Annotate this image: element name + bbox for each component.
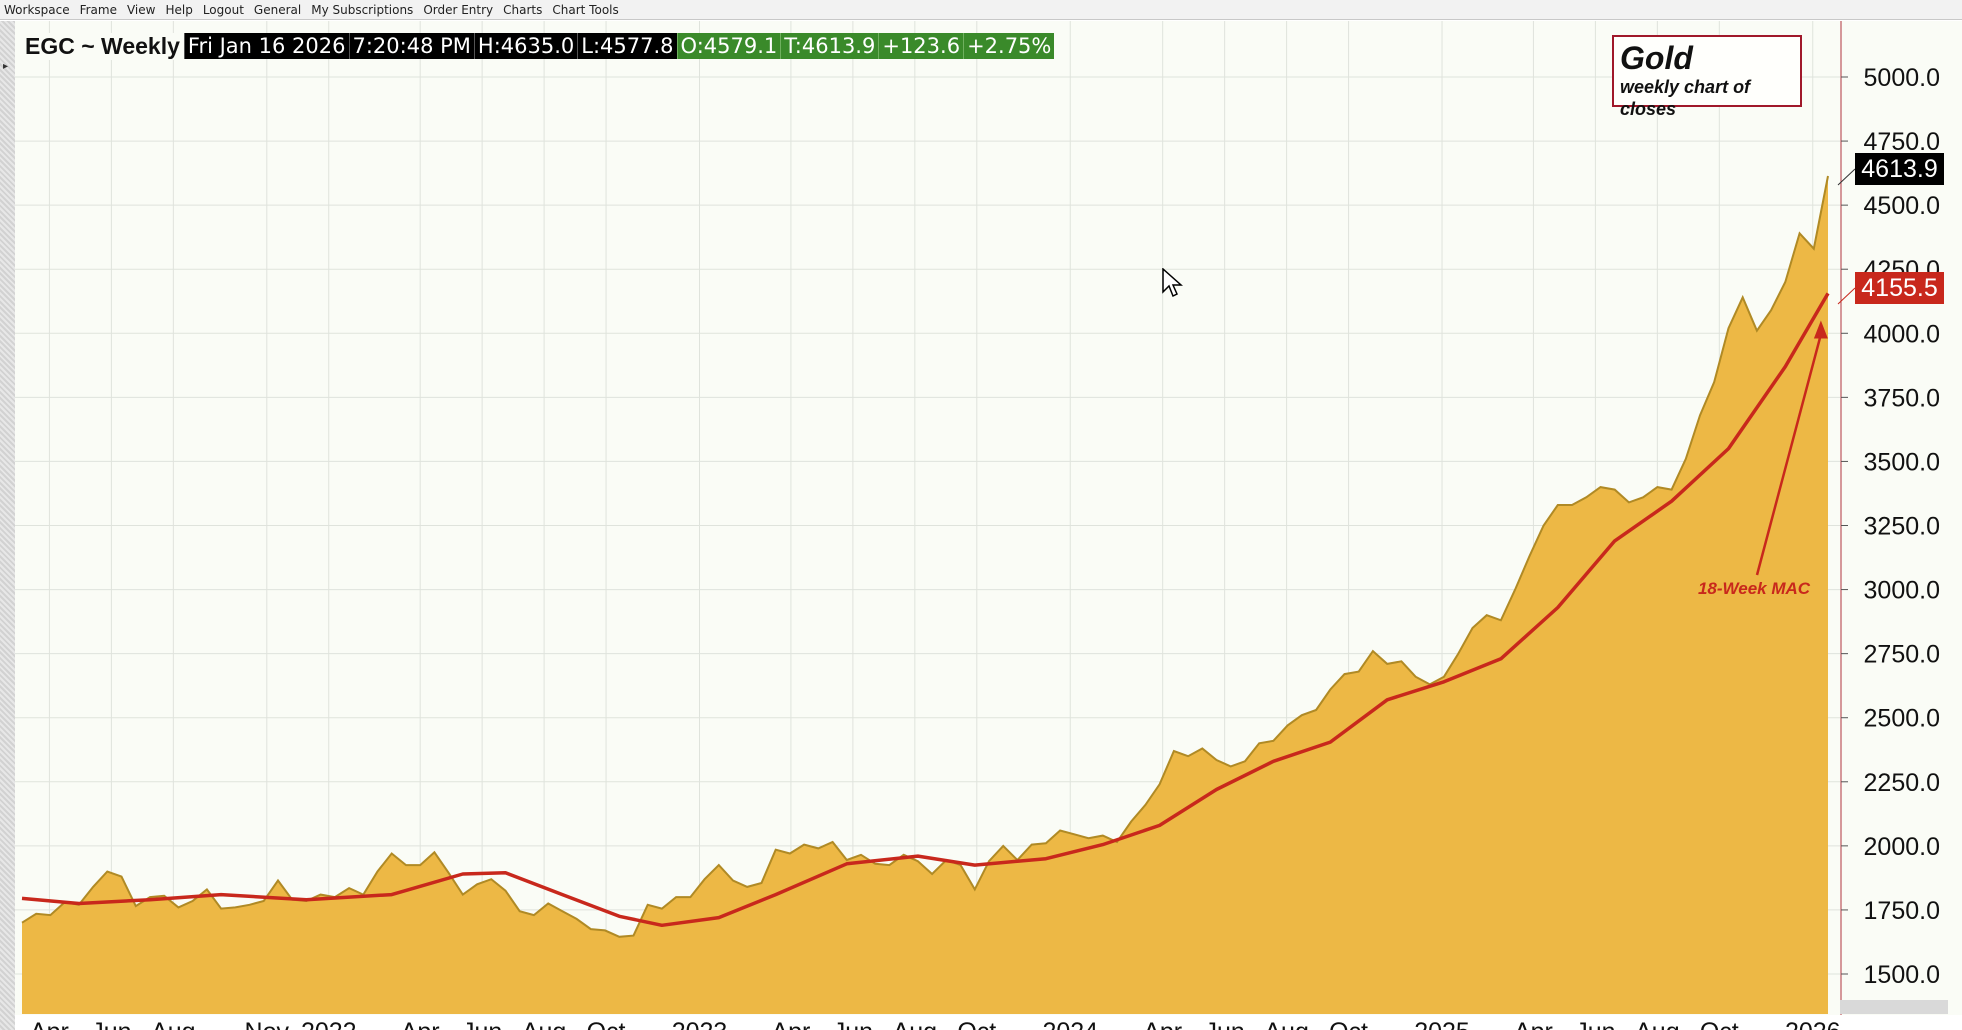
price-chart: 1500.0 1750.0 2000.0 2250.0 2500.0 2750.0 3000… (15, 21, 1962, 1030)
y-tick-label: 1750.0 (1864, 897, 1940, 925)
menu-item-workspace[interactable]: Workspace (4, 2, 70, 17)
mouse-cursor-icon (1162, 268, 1183, 298)
legend-subtitle: weekly chart of closes (1620, 77, 1751, 119)
chart-frame: 1500.0 1750.0 2000.0 2250.0 2500.0 2750.0 3000… (15, 21, 1962, 1030)
x-tick-label: Nov (245, 1018, 290, 1030)
x-tick-label: Aug (522, 1018, 566, 1030)
price-area-outline (21, 175, 1829, 938)
y-axis-labels: 1500.0 1750.0 2000.0 2250.0 2500.0 2750.0 3000… (1841, 64, 1940, 989)
menu-item-chart-tools[interactable]: Chart Tools (552, 2, 619, 17)
quote-open: O:4579.1 (676, 33, 781, 59)
annotation-arrow-line (1755, 334, 1823, 576)
quote-header: EGC ~ Weekly Fri Jan 16 2026 7:20:48 PM … (25, 32, 1055, 60)
mac-price-leader (1837, 287, 1856, 305)
menu-item-help[interactable]: Help (165, 2, 193, 17)
quote-date: Fri Jan 16 2026 (183, 33, 349, 59)
mac-price-tag: 4155.5 (1855, 272, 1944, 304)
x-tick-label: Jun (833, 1018, 873, 1030)
menu-item-view[interactable]: View (126, 2, 156, 17)
x-tick-label: 2025 (1414, 1018, 1470, 1030)
y-tick-label: 2000.0 (1864, 833, 1940, 861)
x-tick-label: Aug (893, 1018, 937, 1030)
x-tick-label: Jun (91, 1018, 131, 1030)
x-tick-label: Oct (957, 1018, 996, 1030)
annotation-arrow-head (1813, 320, 1828, 339)
last-price-leader (1837, 168, 1856, 186)
x-tick-label: Aug (1635, 1018, 1679, 1030)
x-tick-label: 2026 (1785, 1018, 1841, 1030)
y-tick-label: 3500.0 (1864, 448, 1940, 476)
menu-item-frame[interactable]: Frame (79, 2, 117, 17)
x-tick-label: Jun (1575, 1018, 1615, 1030)
x-tick-label: Oct (587, 1018, 626, 1030)
menu-item-order-entry[interactable]: Order Entry (423, 2, 494, 17)
x-tick-label: Apr (1514, 1018, 1553, 1030)
x-tick-label: 2023 (672, 1018, 728, 1030)
quote-last: T:4613.9 (780, 33, 879, 59)
y-tick-label: 3250.0 (1864, 513, 1940, 541)
last-price-tag: 4613.9 (1855, 153, 1944, 185)
x-tick-label: 2024 (1042, 1018, 1098, 1030)
y-tick-label: 4750.0 (1864, 128, 1940, 156)
x-tick-label: 2022 (301, 1018, 357, 1030)
x-tick-label: Apr (30, 1018, 69, 1030)
x-axis-band (15, 1015, 1962, 1030)
x-tick-label: Jun (462, 1018, 502, 1030)
y-tick-label: 5000.0 (1864, 64, 1940, 92)
x-tick-label: Apr (401, 1018, 440, 1030)
y-tick-label: 2500.0 (1864, 705, 1940, 733)
menu-item-general[interactable]: General (253, 2, 302, 17)
y-tick-label: 3000.0 (1864, 577, 1940, 605)
mac-annotation-label: 18-Week MAC (1698, 579, 1811, 598)
expand-arrow-icon[interactable]: ▸ (3, 61, 9, 72)
chart-legend-box: Gold weekly chart of closes (1612, 35, 1802, 119)
quote-time: 7:20:48 PM (348, 33, 474, 59)
x-tick-label: Jun (1204, 1018, 1244, 1030)
y-tick-label: 4000.0 (1864, 320, 1940, 348)
x-tick-label: Apr (1143, 1018, 1182, 1030)
x-tick-label: Oct (1700, 1018, 1739, 1030)
left-panel-strip[interactable]: ▸ (0, 21, 16, 1030)
quote-change: +123.6 (878, 33, 964, 59)
legend-title: Gold (1620, 40, 1693, 76)
x-tick-label: Apr (771, 1018, 810, 1030)
menu-item-charts[interactable]: Charts (503, 2, 543, 17)
mac-line (21, 292, 1830, 928)
quote-low: L:4577.8 (577, 33, 677, 59)
x-axis-labels: Apr Jun Aug Nov 2022 Apr Jun Aug Oct 2023 Apr Jun Au… (15, 1015, 1962, 1030)
y-tick-label: 2250.0 (1864, 769, 1940, 797)
x-tick-label: Oct (1329, 1018, 1368, 1030)
price-area (22, 176, 1828, 1014)
x-tick-label: Aug (1264, 1018, 1308, 1030)
y-tick-label: 2750.0 (1864, 641, 1940, 669)
quote-pct-change: +2.75% (963, 33, 1055, 59)
symbol-label: EGC ~ Weekly (25, 32, 184, 60)
y-tick-label: 3750.0 (1864, 384, 1940, 412)
y-tick-label: 1500.0 (1864, 961, 1940, 989)
quote-high: H:4635.0 (473, 33, 578, 59)
menu-item-logout[interactable]: Logout (202, 2, 244, 17)
y-tick-label: 4500.0 (1864, 192, 1940, 220)
time-scrollbar[interactable] (1840, 1000, 1948, 1014)
menu-item-my-subscriptions[interactable]: My Subscriptions (311, 2, 414, 17)
x-tick-label: Aug (151, 1018, 195, 1030)
menu-bar: Workspace Frame View Help Logout General My Su… (0, 0, 1962, 20)
